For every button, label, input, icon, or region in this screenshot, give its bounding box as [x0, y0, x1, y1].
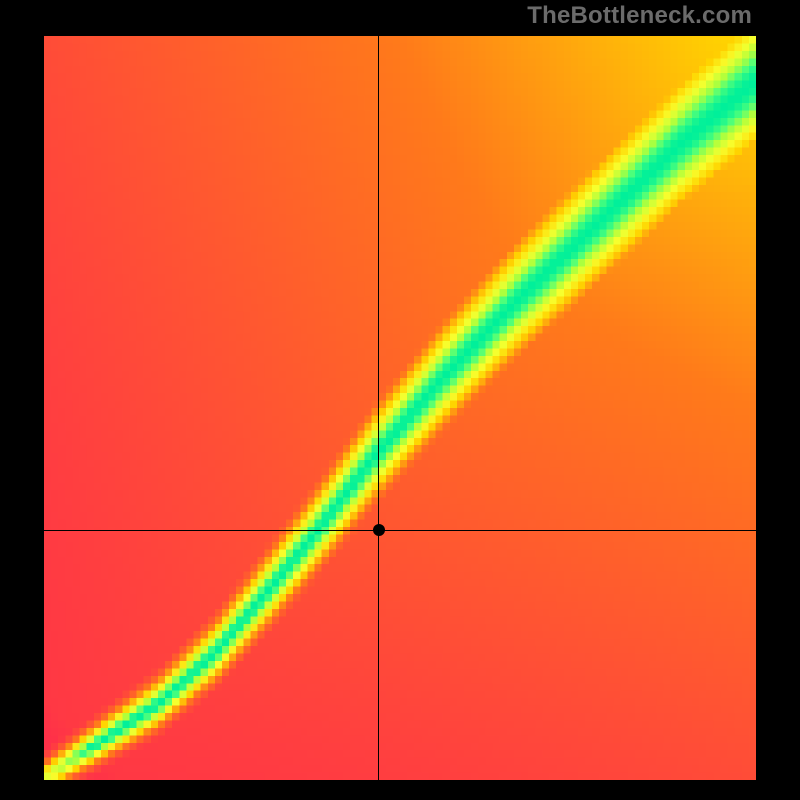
- chart-container: TheBottleneck.com: [0, 0, 800, 800]
- data-point-marker: [373, 524, 385, 536]
- crosshair-vertical: [378, 36, 379, 780]
- crosshair-horizontal: [44, 530, 756, 531]
- watermark-text: TheBottleneck.com: [527, 2, 752, 30]
- heatmap-canvas: [44, 36, 756, 780]
